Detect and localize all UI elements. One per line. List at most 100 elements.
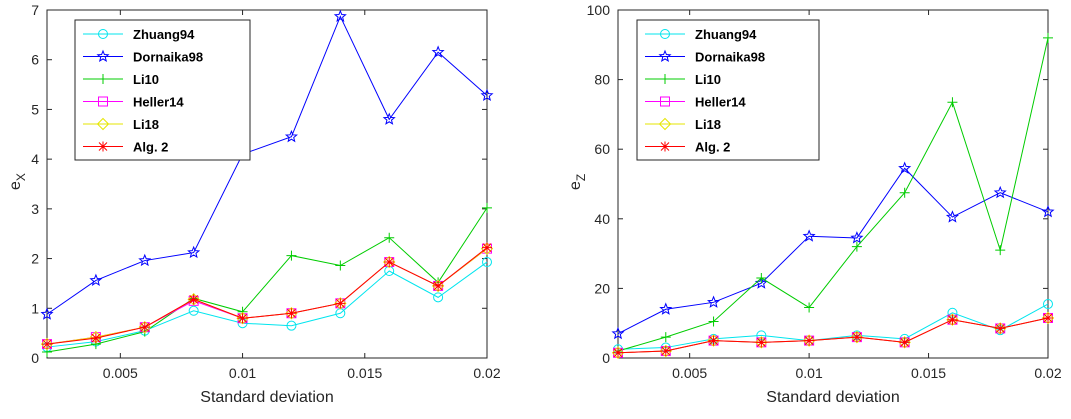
legend-marker [98, 96, 108, 107]
x-tick-label: 0.015 [347, 365, 382, 381]
data-point [947, 314, 958, 325]
data-point [613, 347, 623, 358]
legend-marker [660, 96, 670, 107]
series-line [617, 317, 1049, 354]
data-point [482, 242, 492, 253]
series-dornaika98 [611, 161, 1055, 340]
data-point [1041, 204, 1055, 218]
y-axis-label: eZ [567, 174, 588, 190]
legend-label: Zhuang94 [133, 27, 195, 42]
legend-label: Li10 [695, 72, 721, 87]
data-point [482, 202, 492, 213]
data-point [187, 245, 201, 259]
data-point [995, 245, 1006, 256]
data-point [40, 307, 54, 320]
y-tick-label: 20 [594, 280, 610, 296]
data-point [384, 257, 395, 268]
data-point [433, 292, 444, 303]
legend-marker [660, 29, 670, 39]
data-point [756, 272, 767, 283]
data-point [382, 112, 396, 125]
legend-marker [660, 74, 670, 84]
data-point [286, 250, 297, 261]
data-point [708, 335, 719, 346]
series-line [617, 303, 1049, 350]
y-axis-label-main: e [567, 181, 584, 190]
series-line [617, 167, 1049, 335]
x-tick-label: 0.02 [473, 365, 500, 381]
y-axis-label-subscript: X [14, 173, 28, 181]
data-point [802, 229, 816, 242]
data-point [138, 253, 152, 267]
data-point [335, 298, 346, 309]
data-point [995, 323, 1006, 334]
data-point [898, 161, 912, 174]
legend-marker [96, 49, 110, 63]
y-tick-label: 100 [587, 2, 611, 18]
y-tick-label: 5 [31, 101, 39, 117]
data-point [480, 88, 494, 102]
data-point [611, 326, 625, 340]
x-tick-label: 0.005 [672, 365, 707, 381]
data-point [994, 322, 1007, 335]
data-point [946, 313, 959, 326]
legend-label: Li18 [695, 117, 721, 132]
data-point [899, 187, 910, 198]
legend-box [636, 19, 820, 161]
data-point [1043, 299, 1053, 310]
data-point [335, 260, 346, 271]
x-axis-label: Standard deviation [200, 389, 333, 406]
legend-marker [98, 141, 108, 152]
legend: Zhuang94 Dornaika98 Li10 Heller14 Li18 Alg. 2 [636, 19, 820, 161]
data-point [707, 295, 721, 308]
y-tick-label: 6 [31, 52, 39, 68]
y-tick-label: 7 [31, 2, 39, 18]
legend-label: Zhuang94 [695, 27, 757, 42]
data-point [90, 333, 101, 344]
x-tick-label: 0.015 [911, 365, 946, 381]
data-point [334, 297, 347, 310]
data-point [1043, 312, 1053, 323]
data-point [139, 322, 150, 333]
y-axis-label-subscript: Z [574, 174, 588, 181]
series-line [617, 37, 1049, 352]
data-point [286, 308, 297, 319]
series-alg-2 [42, 242, 492, 350]
chart-panel-2: 0.005 0.01 0.015 0.02 0 20 40 60 80 100 Standard d… [567, 2, 1062, 406]
data-point [89, 273, 103, 286]
legend-label: Li18 [133, 117, 159, 132]
data-point [431, 45, 445, 58]
y-tick-label: 40 [594, 211, 610, 227]
y-tick-label: 0 [602, 350, 610, 366]
data-point [40, 337, 54, 351]
data-point [899, 337, 910, 348]
legend-marker [660, 141, 670, 152]
x-tick-label: 0.01 [795, 365, 822, 381]
legend-label: Alg. 2 [695, 140, 730, 155]
data-point [850, 330, 864, 344]
data-point [1043, 32, 1053, 43]
data-point [611, 346, 625, 359]
y-tick-label: 2 [31, 251, 39, 267]
y-tick-label: 60 [594, 141, 610, 157]
y-tick-label: 1 [31, 300, 39, 316]
legend-label: Alg. 2 [133, 140, 168, 155]
data-point [660, 346, 671, 357]
data-point [383, 255, 396, 269]
data-point [707, 334, 720, 347]
data-point [482, 257, 492, 268]
data-point [993, 185, 1007, 199]
data-point [804, 302, 815, 313]
legend-marker [98, 29, 108, 39]
data-point [1041, 311, 1055, 325]
data-point [851, 241, 862, 252]
data-point [659, 302, 673, 315]
legend-marker [658, 49, 672, 63]
data-point [285, 307, 298, 320]
series-alg-2 [613, 312, 1053, 358]
x-tick-label: 0.005 [103, 365, 138, 381]
series-dornaika98 [40, 9, 494, 320]
data-point [945, 210, 959, 223]
legend-label: Dornaika98 [695, 50, 765, 65]
